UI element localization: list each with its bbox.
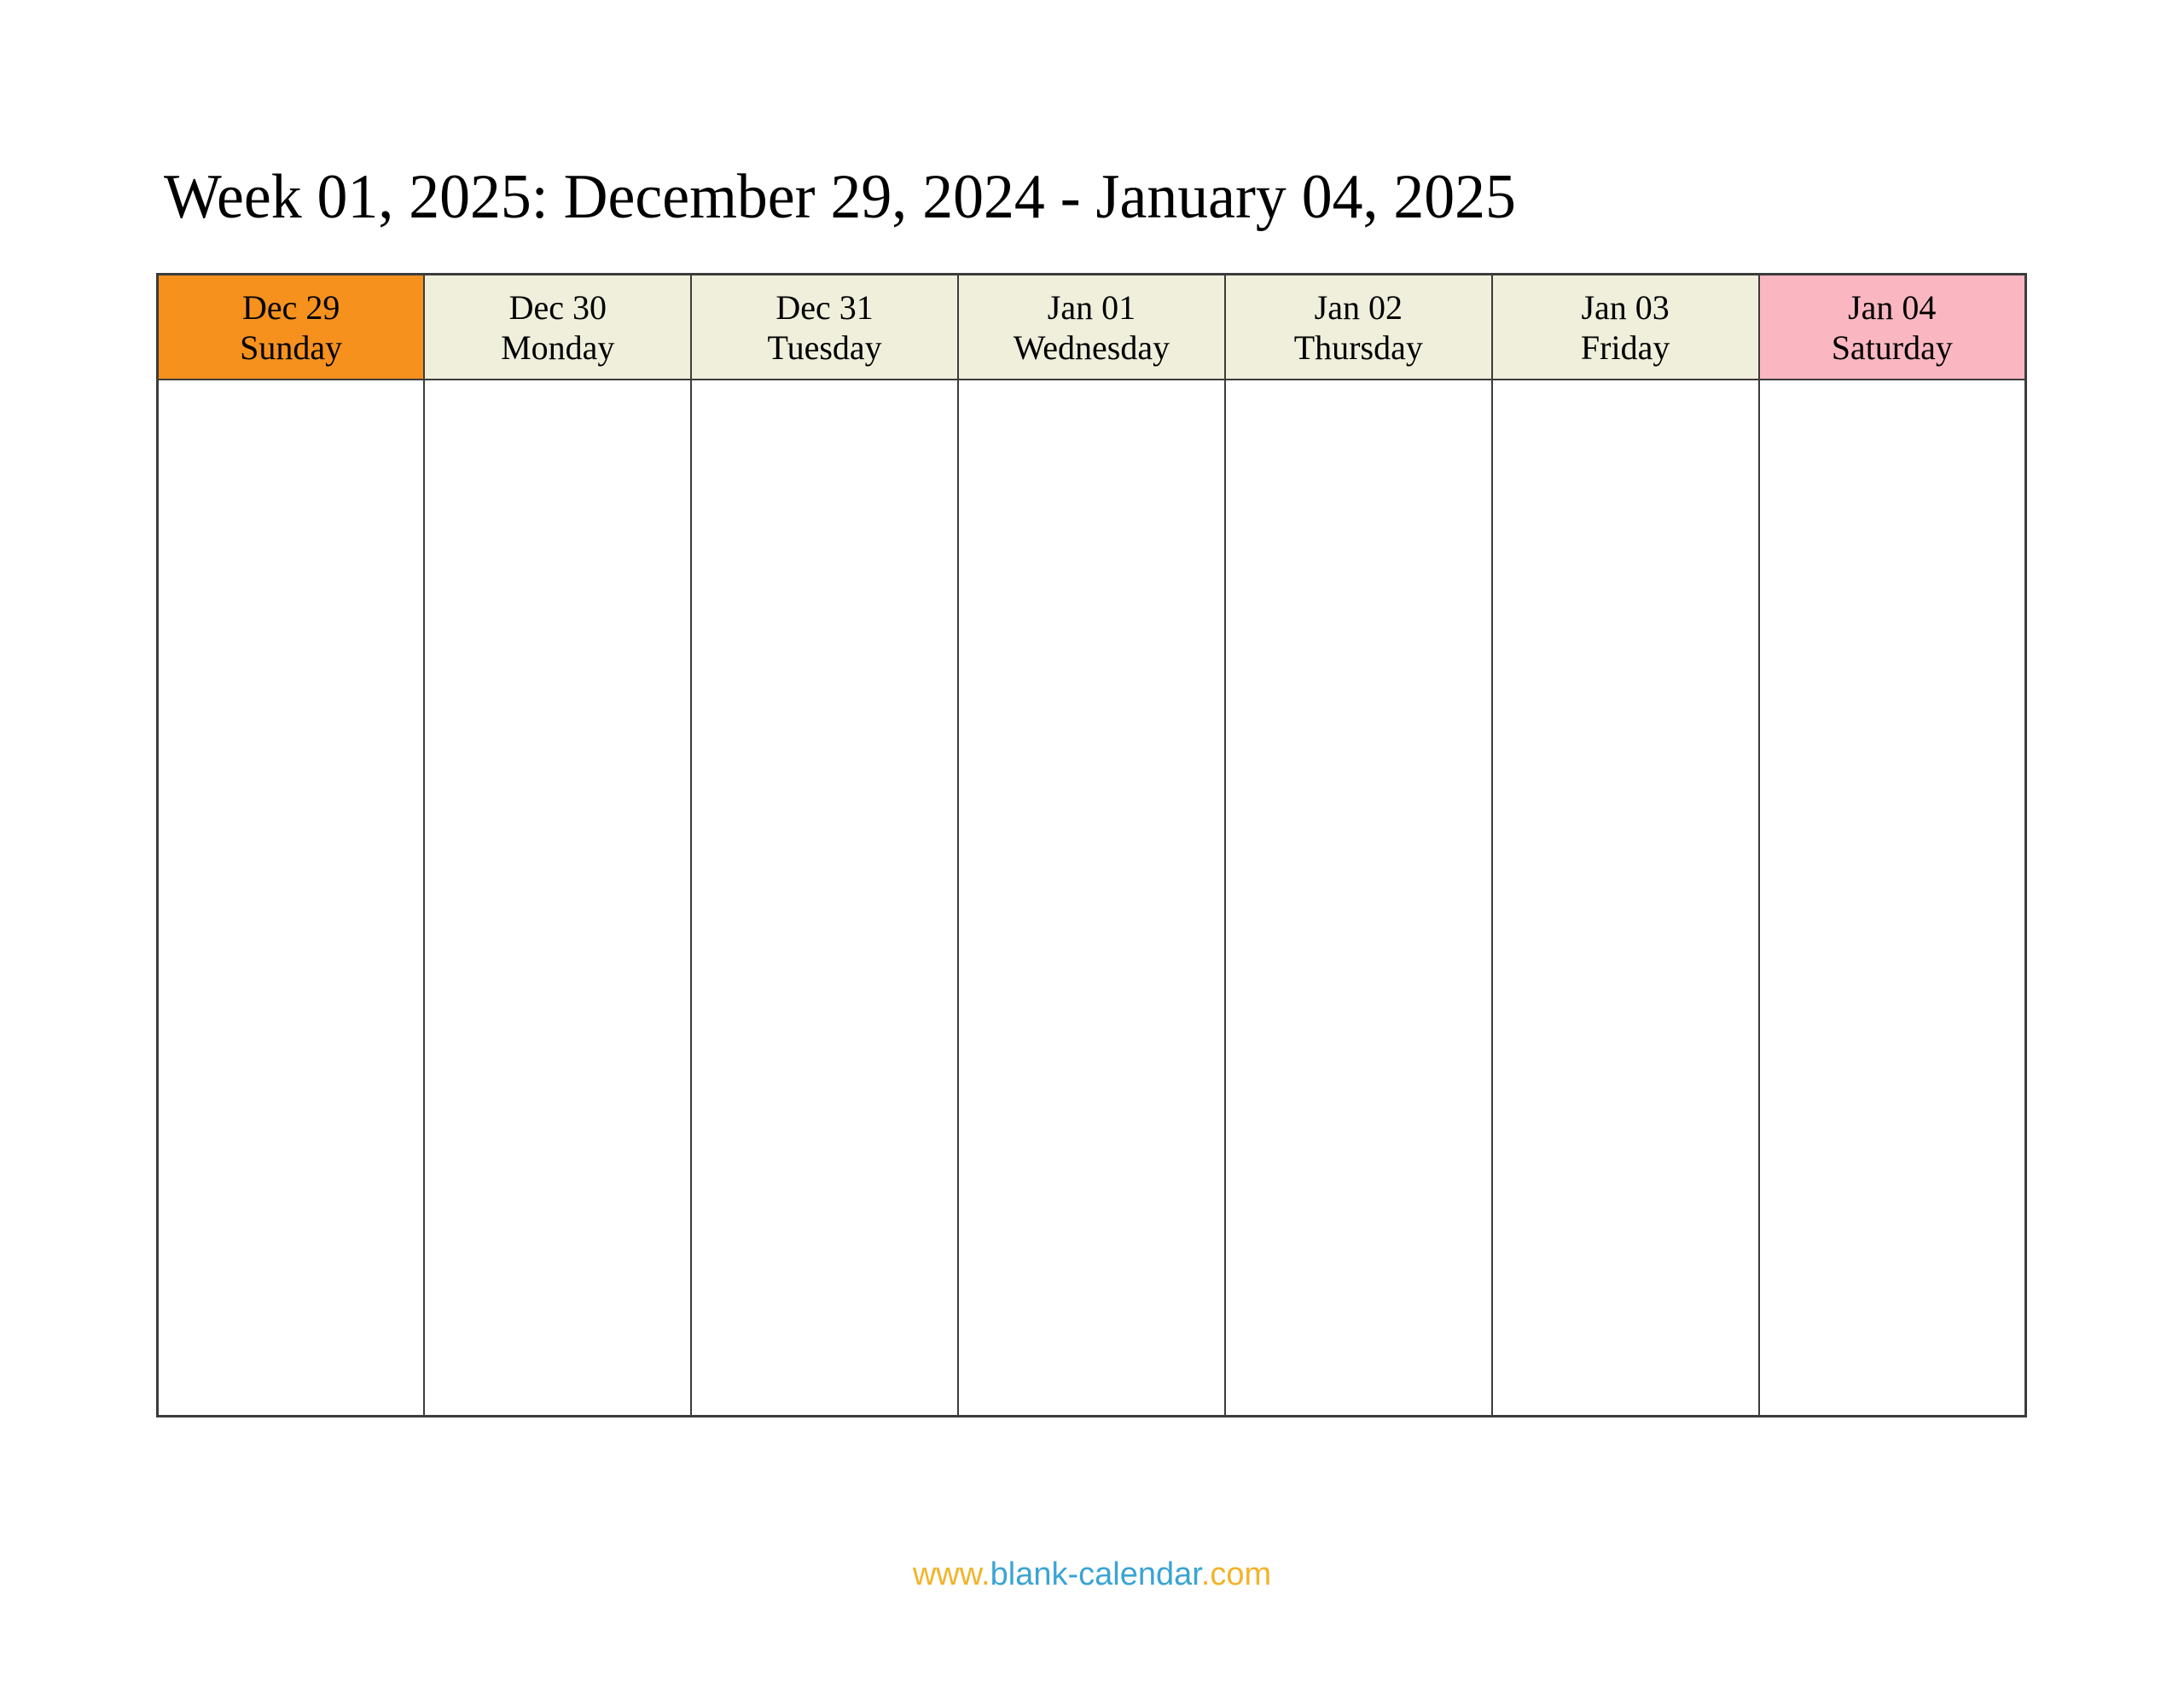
day-cell-friday [1490,379,1760,1417]
day-cell-monday [423,379,693,1417]
day-header-date: Dec 31 [775,287,874,327]
day-header-saturday: Jan 04 Saturday [1757,273,2027,380]
day-cell-saturday [1757,379,2027,1417]
day-header-friday: Jan 03 Friday [1490,273,1760,380]
day-cell-thursday [1223,379,1493,1417]
day-header-name: Saturday [1831,328,1953,367]
day-header-monday: Dec 30 Monday [423,273,693,380]
day-cell-wednesday [957,379,1226,1417]
day-header-row: Dec 29 Sunday Dec 30 Monday Dec 31 Tuesday Jan… [156,273,2027,380]
day-header-name: Tuesday [767,328,882,367]
page-title: Week 01, 2025: December 29, 2024 - Janua… [164,162,1516,232]
day-header-name: Sunday [240,328,343,367]
day-header-date: Jan 02 [1314,287,1403,327]
day-header-sunday: Dec 29 Sunday [156,273,426,380]
day-header-name: Friday [1580,328,1670,367]
day-body-row [156,379,2027,1417]
day-header-wednesday: Jan 01 Wednesday [957,273,1226,380]
day-header-name: Thursday [1293,328,1423,367]
day-cell-sunday [156,379,426,1417]
footer-url-segment[interactable]: blank-calendar [990,1557,1201,1592]
day-header-date: Dec 29 [241,287,340,327]
day-cell-tuesday [690,379,960,1417]
week-calendar-table: Dec 29 Sunday Dec 30 Monday Dec 31 Tuesday Jan… [156,273,2027,1417]
day-header-tuesday: Dec 31 Tuesday [690,273,960,380]
footer-link[interactable]: www.blank-calendar.com [0,1556,2184,1595]
day-header-name: Monday [501,328,615,367]
day-header-date: Dec 30 [508,287,607,327]
day-header-date: Jan 04 [1848,287,1937,327]
day-header-thursday: Jan 02 Thursday [1223,273,1493,380]
day-header-name: Wednesday [1013,328,1170,367]
footer-url-segment[interactable]: www. [912,1557,990,1592]
day-header-date: Jan 01 [1047,287,1136,327]
footer-url-segment[interactable]: .com [1200,1557,1272,1592]
day-header-date: Jan 03 [1581,287,1670,327]
